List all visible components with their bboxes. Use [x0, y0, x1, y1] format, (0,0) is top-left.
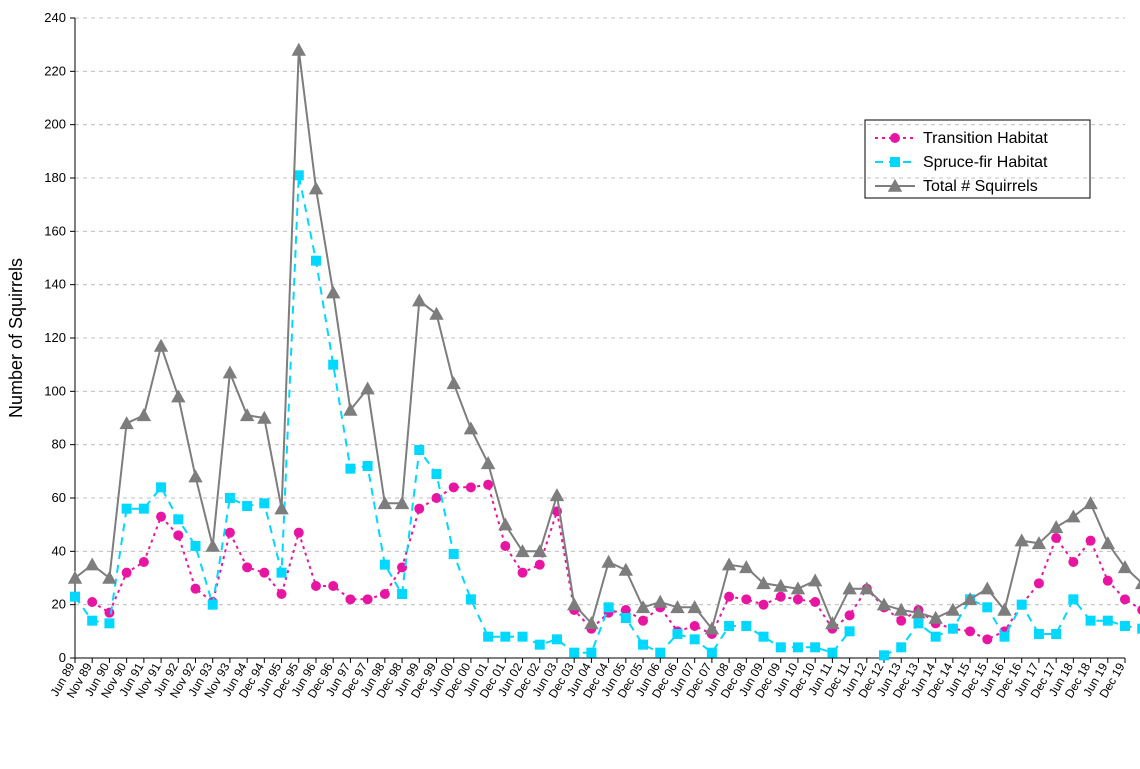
- y-axis-label: Number of Squirrels: [6, 258, 26, 418]
- legend-label: Total # Squirrels: [923, 178, 1038, 195]
- y-tick-label: 140: [44, 277, 66, 292]
- y-tick-label: 20: [52, 597, 66, 612]
- line-chart: 020406080100120140160180200220240Jun 89N…: [0, 0, 1140, 769]
- y-tick-label: 120: [44, 330, 66, 345]
- y-tick-label: 100: [44, 383, 66, 398]
- y-tick-label: 80: [52, 437, 66, 452]
- legend-label: Spruce-fir Habitat: [923, 154, 1048, 171]
- y-tick-label: 60: [52, 490, 66, 505]
- y-tick-label: 200: [44, 117, 66, 132]
- chart-svg: 020406080100120140160180200220240Jun 89N…: [0, 0, 1140, 769]
- y-tick-label: 180: [44, 170, 66, 185]
- y-tick-label: 40: [52, 543, 66, 558]
- y-tick-label: 220: [44, 63, 66, 78]
- y-tick-label: 160: [44, 223, 66, 238]
- legend-label: Transition Habitat: [923, 130, 1048, 147]
- y-tick-label: 240: [44, 10, 66, 25]
